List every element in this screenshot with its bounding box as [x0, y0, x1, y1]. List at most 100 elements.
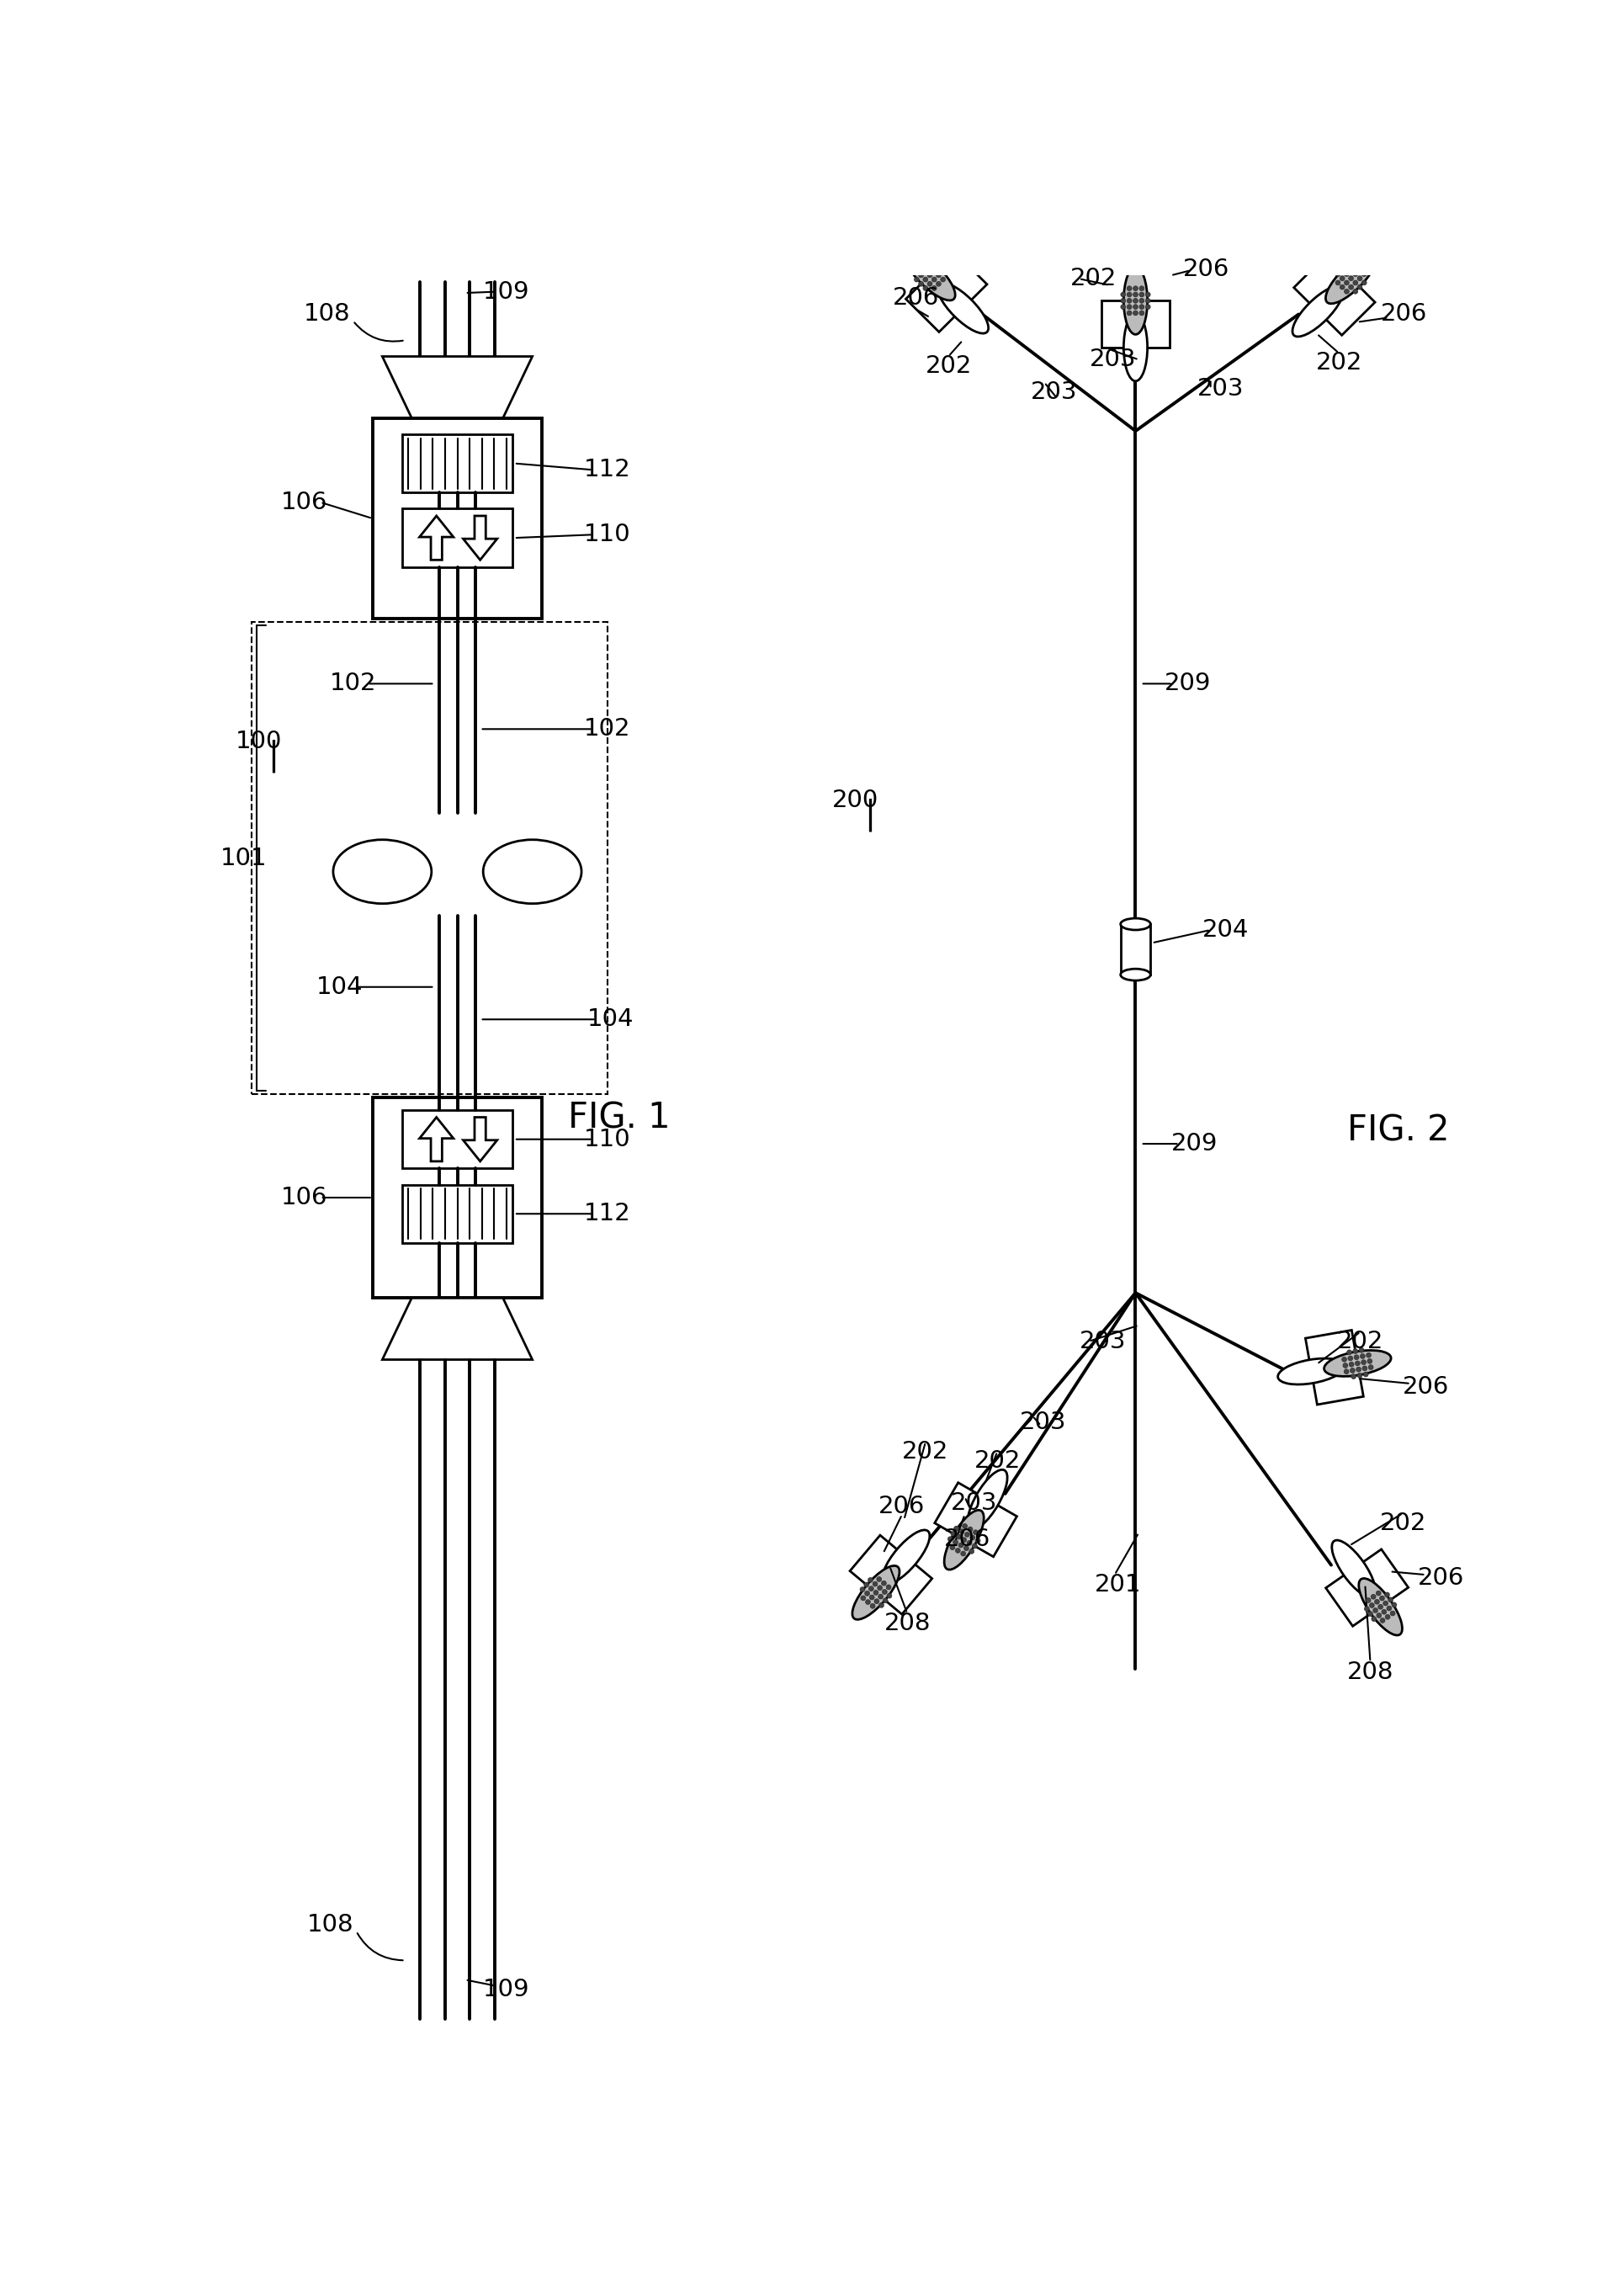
Text: 200: 200 [831, 788, 879, 813]
Circle shape [940, 268, 945, 273]
Circle shape [1335, 273, 1340, 277]
Bar [401, 508, 513, 568]
Circle shape [932, 286, 937, 291]
Text: 101: 101 [221, 847, 268, 870]
Polygon shape [849, 1534, 932, 1614]
Circle shape [1350, 1363, 1354, 1367]
Text: 108: 108 [307, 1912, 354, 1937]
Circle shape [872, 1582, 877, 1587]
Circle shape [973, 1543, 978, 1548]
Text: 109: 109 [482, 1979, 529, 2001]
Circle shape [1140, 298, 1145, 302]
Circle shape [935, 273, 940, 277]
Text: 108: 108 [304, 302, 351, 325]
Circle shape [922, 259, 927, 266]
Circle shape [1345, 279, 1350, 286]
Circle shape [950, 1532, 957, 1537]
Circle shape [1348, 268, 1353, 273]
Circle shape [1127, 298, 1132, 302]
Circle shape [1121, 305, 1125, 309]
Circle shape [935, 282, 940, 286]
Text: 206: 206 [1182, 256, 1229, 282]
Circle shape [869, 1594, 874, 1601]
Bar [401, 1111, 513, 1168]
Polygon shape [463, 1118, 497, 1161]
Circle shape [1358, 275, 1363, 282]
Circle shape [1371, 1617, 1377, 1621]
Polygon shape [419, 515, 453, 561]
Circle shape [1387, 1605, 1392, 1610]
Circle shape [867, 1578, 872, 1582]
Circle shape [887, 1585, 892, 1589]
Circle shape [914, 277, 919, 282]
Circle shape [927, 263, 932, 268]
Circle shape [927, 282, 932, 286]
Text: 110: 110 [585, 1127, 630, 1152]
Polygon shape [1294, 254, 1376, 334]
Circle shape [1385, 1592, 1390, 1596]
Circle shape [968, 1527, 973, 1532]
Circle shape [1356, 1367, 1361, 1372]
Circle shape [861, 1596, 866, 1601]
Circle shape [1363, 1372, 1369, 1376]
Circle shape [973, 1530, 978, 1534]
Circle shape [1377, 1612, 1382, 1617]
Ellipse shape [1278, 1358, 1345, 1385]
Text: 112: 112 [585, 458, 630, 481]
Text: 206: 206 [1380, 302, 1427, 325]
Circle shape [1127, 311, 1132, 316]
Circle shape [1341, 1358, 1346, 1363]
Circle shape [1382, 1610, 1387, 1614]
Circle shape [1134, 298, 1138, 302]
Circle shape [1372, 1608, 1377, 1612]
Circle shape [932, 268, 937, 273]
Circle shape [1392, 1603, 1397, 1608]
Circle shape [963, 1523, 968, 1530]
Text: 204: 204 [1202, 918, 1249, 941]
Text: |: | [864, 797, 875, 831]
Text: 202: 202 [1380, 1511, 1426, 1534]
Text: 202: 202 [926, 355, 971, 378]
Ellipse shape [1124, 268, 1148, 334]
Text: 100: 100 [235, 731, 281, 753]
Ellipse shape [1293, 286, 1343, 337]
Circle shape [1389, 1598, 1393, 1603]
Circle shape [1359, 1349, 1364, 1353]
Circle shape [1363, 1365, 1367, 1372]
Circle shape [932, 277, 937, 282]
Circle shape [1145, 293, 1150, 298]
Circle shape [1140, 286, 1145, 291]
Ellipse shape [484, 840, 581, 905]
Text: 203: 203 [1020, 1411, 1067, 1434]
Text: 102: 102 [330, 671, 377, 696]
Text: 202: 202 [1070, 268, 1116, 291]
Circle shape [861, 1587, 866, 1592]
Circle shape [1366, 1598, 1371, 1603]
Circle shape [927, 273, 932, 277]
Text: 206: 206 [893, 286, 939, 309]
Circle shape [1358, 1374, 1363, 1379]
Text: 202: 202 [1315, 350, 1363, 376]
Circle shape [1390, 1610, 1395, 1617]
Bar [252, 623, 607, 1095]
Circle shape [1134, 311, 1138, 316]
Circle shape [1127, 286, 1132, 291]
Circle shape [919, 273, 924, 277]
Ellipse shape [944, 1509, 984, 1569]
Bar [372, 419, 542, 618]
Polygon shape [1306, 1330, 1364, 1404]
Polygon shape [935, 1482, 1017, 1557]
Circle shape [1351, 1374, 1356, 1379]
Circle shape [948, 1537, 953, 1541]
Circle shape [1361, 279, 1367, 286]
Ellipse shape [1324, 1351, 1392, 1376]
Circle shape [883, 1598, 888, 1603]
Circle shape [1364, 1605, 1369, 1612]
Circle shape [1121, 298, 1125, 302]
Text: 104: 104 [588, 1008, 633, 1030]
Circle shape [879, 1603, 883, 1608]
Circle shape [935, 263, 940, 268]
Circle shape [1346, 1349, 1351, 1356]
Polygon shape [906, 252, 987, 332]
Circle shape [1127, 305, 1132, 309]
